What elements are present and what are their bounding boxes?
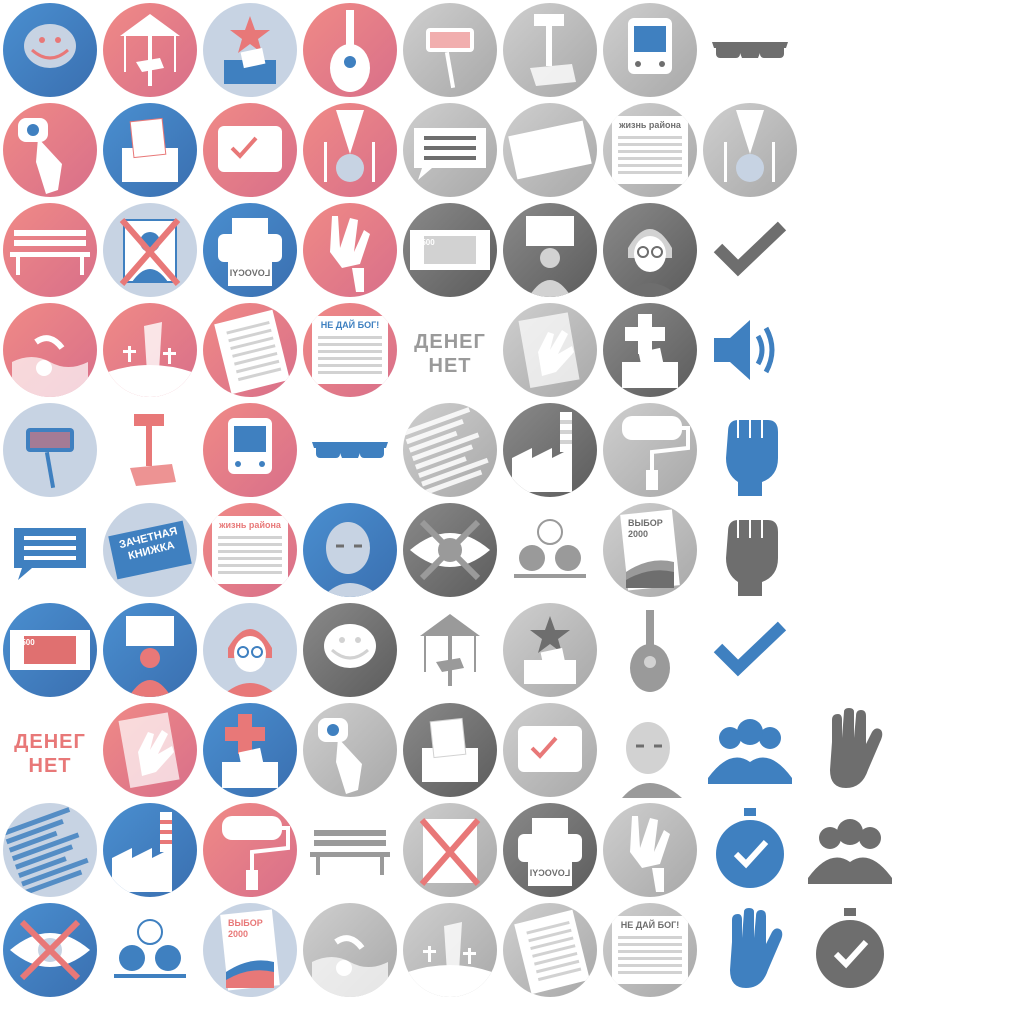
stopwatch-check-icon [702,802,798,898]
touch-button-icon [302,702,398,798]
raised-fist-icon [702,402,798,498]
grandma-icon [202,602,298,698]
guitar-icon [302,2,398,98]
guitar-icon [602,602,698,698]
checkmark-icon [702,202,798,298]
lottery-balls-icon [502,502,598,598]
medal-cutlery-icon [702,102,798,198]
banknote-label: 500 [421,238,435,247]
checkmark-icon [702,602,798,698]
choice-2000-icon: ВЫБОР 2000 [602,502,698,598]
troll-face-icon [302,602,398,698]
graveyard-icon [102,302,198,398]
thumbs-down-hand-icon [302,202,398,298]
hand-paper-icon [102,702,198,798]
document-list-icon [202,302,298,398]
record-book-icon: ЗАЧЕТНАЯ КНИЖКА [502,102,598,198]
bus-speaker-icon [602,2,698,98]
raised-hand-icon [802,702,898,798]
money-none-text-label: ДЕНЕГ НЕТ [414,331,486,377]
printer-icon: LOVOCYI [502,802,598,898]
sunglasses-icon [302,402,398,498]
carousel-icon [402,602,498,698]
tv-vote-icon [502,702,598,798]
money-none-text-icon: ДЕНЕГ НЕТ [2,702,98,798]
shredded-paper-icon [402,402,498,498]
grandma-icon [602,202,698,298]
ballot-box-icon [102,102,198,198]
swimmer-icon [302,902,398,998]
hand-paper-icon [502,302,598,398]
hammer-icon [102,402,198,498]
chat-bubble-icon [402,102,498,198]
paint-roller-icon [202,802,298,898]
troll-face-icon [2,2,98,98]
bench-icon [2,202,98,298]
speaker-icon [702,302,798,398]
protester-icon [502,202,598,298]
politician-portrait-icon [602,702,698,798]
printer-label: LOVOCYI [229,268,271,278]
thumbs-down-hand-icon [602,802,698,898]
choice-2000-icon: ВЫБОР 2000 [202,902,298,998]
selfie-stick-icon [402,2,498,98]
star-ballot-icon [202,2,298,98]
banknote-label: 500 [21,638,35,647]
newspaper-label: НЕ ДАЙ БОГ! [620,920,680,930]
politician-portrait-icon [302,502,398,598]
factory-icon [502,402,598,498]
ballot-box-icon [402,702,498,798]
paint-roller-icon [602,402,698,498]
shredded-paper-icon [2,802,98,898]
newspaper-icon: НЕ ДАЙ БОГ! [602,902,698,998]
medical-ballot-icon [602,302,698,398]
star-ballot-icon [502,602,598,698]
bus-speaker-icon [202,402,298,498]
newspaper-label: жизнь района [619,120,681,130]
choice-2000-label: ВЫБОР 2000 [228,918,263,939]
selfie-stick-icon [2,402,98,498]
newspaper-icon: НЕ ДАЙ БОГ! [302,302,398,398]
group-people-icon [702,702,798,798]
choice-2000-label: ВЫБОР 2000 [628,518,663,539]
chat-bubble-icon [2,502,98,598]
raised-fist-icon [702,502,798,598]
medal-cutlery-icon [302,102,398,198]
newspaper-label: жизнь района [219,520,281,530]
protester-icon [102,602,198,698]
document-list-icon [502,902,598,998]
carousel-icon [102,2,198,98]
sunglasses-icon [702,2,798,98]
medical-ballot-icon [202,702,298,798]
banknote-icon: 500 [402,202,498,298]
swimmer-icon [2,302,98,398]
newspaper-label: НЕ ДАЙ БОГ! [320,320,380,330]
factory-icon [102,802,198,898]
graveyard-icon [402,902,498,998]
group-people-icon [802,802,898,898]
newspaper-icon: жизнь района [202,502,298,598]
crossed-candidate-icon [102,202,198,298]
crossed-eye-icon [2,902,98,998]
record-book-icon: ЗАЧЕТНАЯ КНИЖКА [102,502,198,598]
hammer-icon [502,2,598,98]
money-none-text-label: ДЕНЕГ НЕТ [14,731,86,777]
crossed-eye-icon [402,502,498,598]
raised-hand-icon [702,902,798,998]
touch-button-icon [2,102,98,198]
printer-label: LOVOCYI [529,868,571,878]
lottery-balls-icon [102,902,198,998]
bench-icon [302,802,398,898]
printer-icon: LOVOCYI [202,202,298,298]
newspaper-icon: жизнь района [602,102,698,198]
tv-vote-icon [202,102,298,198]
money-none-text-icon: ДЕНЕГ НЕТ [402,302,498,398]
stopwatch-check-icon [802,902,898,998]
crossed-candidate-icon [402,802,498,898]
banknote-icon: 500 [2,602,98,698]
